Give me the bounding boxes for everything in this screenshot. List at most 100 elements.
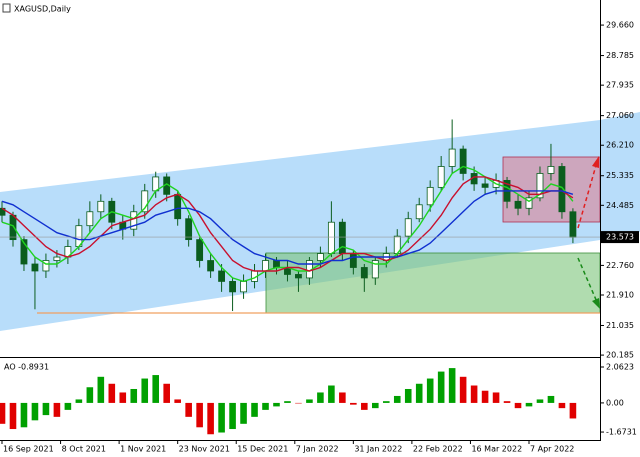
candle-body (349, 253, 357, 268)
candle-body (196, 239, 204, 261)
candle-body (20, 239, 28, 265)
candle-body (448, 148, 456, 167)
y-tick-label: 0.00 (606, 398, 624, 407)
candle-body (525, 197, 533, 209)
candle-body (174, 193, 182, 220)
y-tick-label: 27.935 (606, 81, 634, 90)
candle-body (360, 267, 368, 279)
ao-bar (108, 383, 116, 403)
ao-bar (481, 390, 489, 403)
ao-bar (163, 383, 170, 403)
candle-body (437, 166, 445, 188)
ao-bar (207, 402, 214, 435)
ao-bar (20, 402, 28, 428)
ao-bar (514, 402, 522, 409)
ao-bar (339, 392, 346, 403)
y-tick-label: 21.910 (606, 291, 634, 300)
ao-bar (152, 375, 160, 403)
ao-bar (86, 387, 94, 403)
candle-body (218, 270, 226, 282)
candle-body (426, 186, 434, 206)
y-tick-label: 27.060 (606, 111, 634, 120)
ao-bar (42, 402, 50, 416)
candle-body (0, 207, 6, 216)
ao-bar (53, 402, 61, 417)
ao-bar (470, 385, 478, 403)
candle-body (404, 218, 412, 237)
candle-body (31, 263, 39, 272)
ao-bar (174, 399, 181, 403)
channel-edge (600, 112, 640, 240)
chart-icon (2, 3, 11, 13)
ao-bar (372, 402, 379, 409)
ao-bar (306, 399, 313, 403)
ao-bar (130, 388, 138, 403)
price-panel (0, 119, 577, 312)
candle-body (569, 211, 577, 238)
ao-bar (437, 371, 445, 403)
channel (0, 120, 600, 331)
ao-bar (448, 368, 456, 403)
ao-bar (393, 395, 401, 403)
current-price-box (601, 231, 639, 244)
candle-body (338, 221, 346, 254)
ao-bar (536, 399, 544, 403)
x-tick-label: 7 Jan 2022 (296, 445, 339, 454)
ao-bar (317, 392, 324, 403)
chart-title: XAGUSD,Daily (14, 5, 71, 14)
ao-bar (31, 402, 39, 421)
x-tick-label: 7 Apr 2022 (530, 445, 574, 454)
y-tick-label: 25.335 (606, 171, 634, 180)
ao-bar (9, 402, 17, 430)
candle-body (547, 166, 555, 174)
y-tick-label: 20.185 (606, 351, 634, 360)
ao-bar (97, 376, 105, 403)
candle-body (415, 204, 423, 220)
x-tick-label: 1 Nov 2021 (120, 445, 166, 454)
candle-body (536, 173, 544, 199)
ao-bar (185, 402, 192, 417)
candle-body (130, 211, 138, 230)
candle-body (240, 281, 247, 293)
ao-bar (558, 402, 566, 409)
ao-bar (426, 378, 434, 403)
ao-bar (75, 399, 83, 403)
up-arrow (577, 161, 598, 229)
y-tick-label: 21.035 (606, 321, 634, 330)
x-tick-label: 15 Dec 2021 (237, 445, 288, 454)
ao-bar (284, 401, 291, 403)
candle-body (558, 166, 566, 213)
indicator-title: AO -0.8931 (4, 363, 49, 372)
ao-bar (262, 402, 269, 410)
x-tick-label: 31 Jan 2022 (354, 445, 402, 454)
ao-bar (240, 402, 247, 424)
ao-bar (229, 402, 236, 430)
ao-bar (350, 402, 357, 405)
ao-bar (196, 402, 203, 428)
moving-average (1, 176, 574, 272)
ao-bar (218, 402, 225, 433)
candle-body (97, 200, 105, 213)
candle-body (9, 214, 17, 241)
candle-body (185, 218, 193, 241)
ao-bar (547, 395, 555, 403)
ao-bar (328, 385, 335, 403)
ao-bar (415, 383, 423, 403)
ao-bar (64, 402, 72, 410)
candle-body (273, 260, 280, 268)
ao-bar (273, 402, 280, 407)
ao-bar (503, 401, 511, 403)
ao-bar (459, 376, 467, 403)
y-tick-label: -1.6731 (606, 428, 637, 437)
candle-body (371, 260, 379, 279)
x-tick-label: 23 Nov 2021 (179, 445, 230, 454)
x-tick-label: 8 Oct 2021 (62, 445, 106, 454)
y-tick-label: 26.210 (606, 141, 634, 150)
candle-body (295, 274, 302, 279)
ao-bar (569, 402, 577, 419)
ao-bar (0, 402, 6, 424)
candle-body (481, 183, 489, 188)
current-price-label: 23.573 (606, 233, 634, 242)
ao-bar (141, 378, 149, 403)
